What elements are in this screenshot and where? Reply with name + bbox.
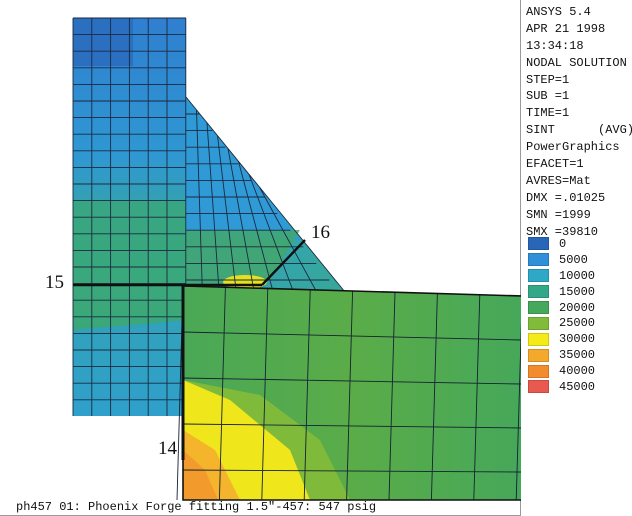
legend-swatch — [528, 316, 549, 330]
legend-swatch — [528, 269, 549, 283]
info-line: EFACET=1 — [526, 157, 584, 172]
info-line: PowerGraphics — [526, 140, 620, 155]
legend-item: 10000 — [528, 268, 628, 284]
fea-contour-plot — [72, 17, 521, 501]
legend-label: 30000 — [559, 332, 596, 347]
node-label-15: 15 — [45, 272, 64, 293]
legend-item: 25000 — [528, 315, 628, 331]
legend-swatch — [528, 380, 549, 394]
legend-swatch — [528, 253, 549, 267]
info-line: SMX =39810 — [526, 224, 599, 239]
legend-label: 0 — [559, 236, 567, 251]
info-line: SMN =1999 — [526, 207, 591, 222]
legend-swatch — [528, 237, 549, 251]
info-line: APR 21 1998 — [526, 21, 606, 36]
legend-item: 20000 — [528, 300, 628, 316]
info-line: TIME=1 — [526, 106, 570, 121]
plot-window: 15 16 14 ph457 01: Phoenix Forge fitting… — [0, 0, 521, 516]
stress-legend: 0 5000 10000 15000 20000 25000 30000 35000 40000… — [528, 236, 628, 395]
legend-swatch — [528, 332, 549, 346]
info-line: SUB =1 — [526, 89, 570, 104]
legend-label: 10000 — [559, 268, 596, 283]
legend-item: 35000 — [528, 347, 628, 363]
legend-item: 5000 — [528, 252, 628, 268]
info-line: 13:34:18 — [526, 38, 584, 53]
info-line: ANSYS 5.4 — [526, 5, 591, 19]
legend-swatch — [528, 364, 549, 378]
detail-zoom-panel — [176, 285, 521, 501]
solution-info-panel: ANSYS 5.4 APR 21 1998 13:34:18 NODAL SOLUTI… — [526, 4, 632, 240]
node-label-16: 16 — [311, 222, 330, 243]
legend-swatch — [528, 285, 549, 299]
legend-item: 0 — [528, 236, 628, 252]
legend-label: 35000 — [559, 348, 596, 363]
legend-label: 15000 — [559, 284, 596, 299]
legend-label: 25000 — [559, 316, 596, 331]
info-line: DMX =.01025 — [526, 190, 606, 205]
legend-item: 15000 — [528, 284, 628, 300]
info-line: NODAL SOLUTION — [526, 55, 627, 70]
plot-caption: ph457 01: Phoenix Forge fitting 1.5"-457… — [16, 500, 377, 514]
legend-label: 20000 — [559, 300, 596, 315]
info-line: STEP=1 — [526, 72, 570, 87]
legend-item: 45000 — [528, 379, 628, 395]
legend-label: 45000 — [559, 379, 596, 394]
fitting-mesh — [72, 17, 346, 416]
legend-label: 40000 — [559, 364, 596, 379]
node-label-14: 14 — [158, 438, 177, 459]
legend-item: 40000 — [528, 363, 628, 379]
legend-swatch — [528, 348, 549, 362]
legend-item: 30000 — [528, 331, 628, 347]
legend-swatch — [528, 301, 549, 314]
legend-label: 5000 — [559, 252, 588, 267]
section-line-16 — [261, 239, 306, 286]
info-line: AVRES=Mat — [526, 173, 591, 188]
info-line: SINT (AVG) — [526, 123, 632, 138]
